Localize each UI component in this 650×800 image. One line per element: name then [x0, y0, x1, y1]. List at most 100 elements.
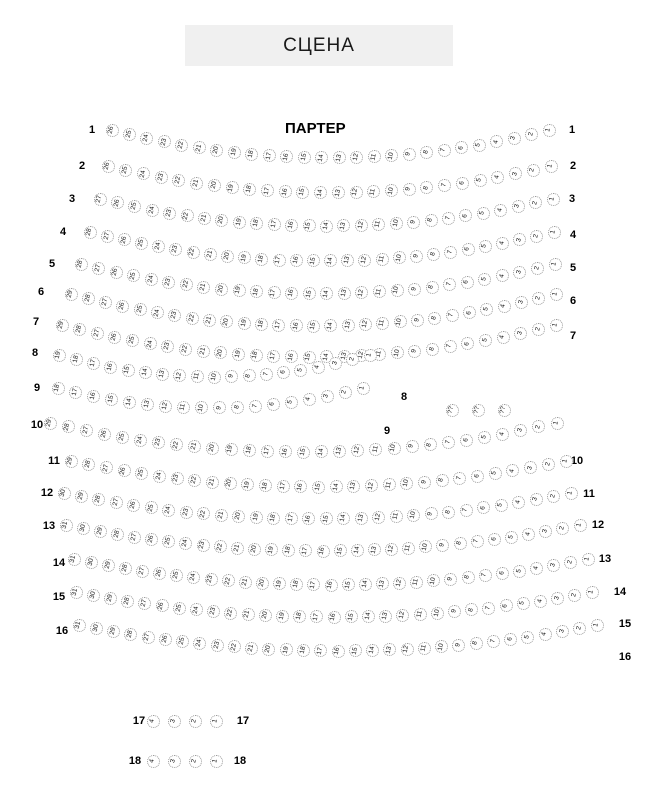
seat[interactable]: 6 [499, 599, 513, 613]
seat[interactable]: 20 [262, 642, 276, 656]
seat[interactable]: 1 [590, 618, 604, 632]
seat[interactable]: 16 [87, 389, 101, 403]
seat[interactable]: 23 [204, 572, 218, 586]
seat[interactable]: 1 [585, 585, 599, 599]
seat[interactable]: 28 [81, 291, 95, 305]
seat[interactable]: 22 [186, 245, 200, 259]
seat[interactable]: 21 [196, 344, 210, 358]
seat[interactable]: 16 [285, 218, 299, 232]
seat[interactable]: 6 [504, 632, 518, 646]
seat[interactable]: 29 [55, 318, 69, 332]
seat[interactable]: 10 [385, 184, 399, 198]
seat[interactable]: 20 [214, 282, 228, 296]
seat[interactable]: 9 [212, 401, 226, 415]
seat[interactable]: 9 [410, 249, 424, 263]
seat[interactable]: 16 [324, 578, 338, 592]
seat[interactable]: 20 [214, 346, 228, 360]
seat[interactable]: 3 [511, 200, 525, 214]
seat[interactable]: 21 [203, 313, 217, 327]
seat[interactable]: 12 [365, 479, 379, 493]
seat[interactable]: 22 [213, 540, 227, 554]
seat[interactable]: 13 [375, 577, 389, 591]
seat[interactable]: 24 [189, 603, 203, 617]
seat[interactable]: 2 [541, 458, 555, 472]
seat[interactable]: 15 [105, 393, 119, 407]
seat[interactable]: 21 [238, 575, 252, 589]
seat[interactable]: 10 [435, 640, 449, 654]
seat[interactable]: 2 [532, 420, 546, 434]
seat[interactable]: 6 [266, 398, 280, 412]
seat[interactable]: 15 [312, 480, 325, 494]
seat[interactable]: 9 [447, 605, 461, 619]
seat[interactable]: 17 [262, 149, 276, 163]
seat[interactable]: 27 [99, 461, 113, 475]
seat[interactable]: 6 [487, 532, 501, 546]
seat[interactable]: 27 [138, 597, 152, 611]
seat[interactable]: 11 [367, 150, 381, 164]
seat[interactable]: 19 [231, 347, 245, 361]
seat[interactable]: 16 [289, 319, 303, 333]
seat[interactable]: 18 [258, 479, 272, 493]
seat[interactable]: 25 [127, 269, 141, 283]
seat[interactable]: 26 [105, 123, 119, 137]
seat[interactable]: 19 [227, 146, 241, 160]
seat[interactable]: 8 [435, 474, 449, 487]
seat[interactable]: 3 [513, 265, 527, 279]
seat[interactable]: 26 [101, 159, 115, 173]
seat[interactable]: 8 [453, 537, 467, 551]
seat[interactable]: 1 [544, 159, 558, 173]
seat[interactable]: 21 [214, 508, 228, 522]
seat[interactable]: 8 [420, 181, 434, 195]
seat[interactable]: 4 [496, 330, 510, 344]
seat[interactable]: 9 [405, 440, 419, 454]
seat[interactable]: 29 [74, 489, 88, 503]
seat[interactable]: 13 [379, 609, 393, 623]
seat[interactable]: 16 [289, 254, 303, 268]
seat[interactable]: 1 [363, 348, 377, 362]
seat[interactable]: 2 [547, 489, 561, 503]
seat[interactable]: 1 [559, 454, 573, 468]
seat[interactable]: 5 [478, 430, 492, 444]
seat[interactable]: 11 [410, 575, 424, 589]
seat[interactable]: 14 [329, 480, 343, 494]
seat[interactable]: 1 [549, 318, 563, 332]
seat[interactable]: 18 [242, 444, 256, 458]
seat[interactable]: 19 [241, 478, 255, 492]
seat[interactable]: 31 [69, 585, 83, 599]
seat[interactable]: 19 [275, 609, 289, 623]
seat[interactable]: 30 [86, 588, 100, 602]
seat[interactable]: 12 [358, 253, 372, 267]
seat[interactable]: 11 [177, 400, 191, 414]
seat[interactable]: 13 [341, 318, 355, 332]
seat[interactable]: 27 [136, 564, 150, 578]
seat[interactable]: 5 [284, 395, 298, 409]
seat[interactable]: 2 [564, 555, 578, 569]
seat[interactable]: 17 [310, 610, 324, 624]
seat[interactable]: 27 [99, 295, 113, 309]
seat[interactable]: 2 [529, 196, 543, 210]
seat[interactable]: 24 [140, 131, 154, 145]
seat[interactable]: 24 [193, 637, 207, 651]
seat[interactable]: 9 [407, 215, 421, 229]
seat[interactable]: 10 [430, 606, 444, 620]
seat[interactable]: 10 [419, 540, 433, 554]
seat[interactable]: 21 [190, 176, 204, 190]
seat[interactable]: 8 [469, 637, 483, 651]
seat[interactable]: 2 [556, 521, 570, 535]
seat[interactable]: 21 [197, 280, 211, 294]
seat[interactable]: 16 [331, 644, 345, 658]
seat[interactable]: 23 [179, 505, 193, 519]
seat[interactable]: 18 [290, 578, 304, 592]
seat[interactable]: 16 [278, 445, 292, 459]
seat[interactable]: 7 [441, 211, 455, 225]
seat[interactable]: 7 [453, 472, 467, 485]
seat[interactable]: 13 [332, 151, 346, 165]
seat[interactable]: 12 [355, 286, 369, 300]
seat[interactable]: 7 [438, 179, 452, 193]
seat[interactable]: 17 [276, 479, 290, 493]
seat[interactable]: 10 [389, 216, 403, 230]
seat[interactable]: 6 [471, 469, 485, 483]
seat[interactable]: 12 [354, 218, 368, 232]
seat[interactable]: 26 [97, 427, 111, 441]
seat[interactable]: 8 [461, 571, 475, 585]
